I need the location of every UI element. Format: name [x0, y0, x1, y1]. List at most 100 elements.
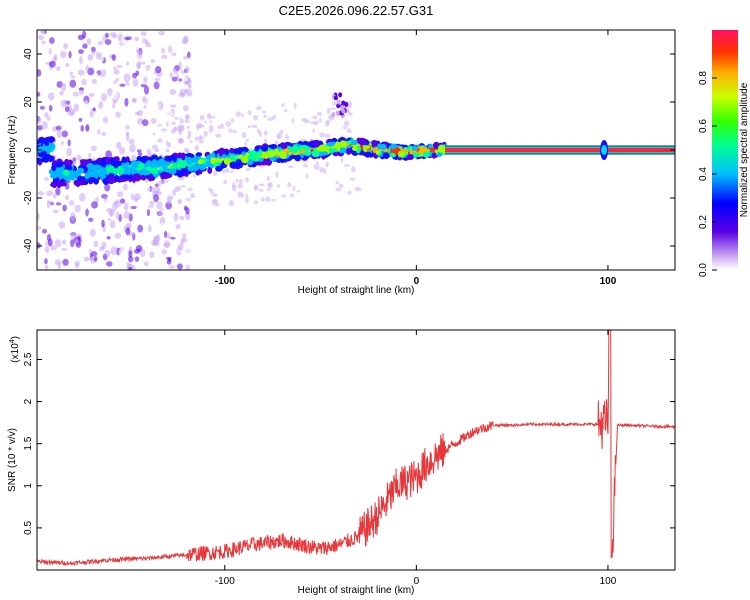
- spectrogram-speckle: [146, 148, 152, 155]
- spectrogram-ridge-cell: [312, 141, 320, 147]
- spectrogram-speckle: [89, 228, 96, 237]
- spectrogram-speckle: [189, 139, 193, 144]
- spectrogram-speckle: [163, 101, 170, 107]
- spectrogram-speckle: [76, 233, 82, 237]
- spectrogram-speckle: [167, 232, 171, 239]
- spectrogram-ridge-cell: [279, 151, 288, 160]
- spectrogram-speckle: [328, 115, 335, 121]
- spectrogram-speckle: [171, 52, 177, 57]
- spectrogram-speckle: [125, 67, 133, 76]
- spectrogram-speckle: [137, 152, 143, 157]
- spectrogram-ridge-cell: [388, 152, 397, 158]
- spectrogram-ridge-cell: [229, 161, 238, 169]
- spectrogram-speckle: [106, 236, 111, 240]
- spectrogram-speckle: [165, 180, 169, 184]
- spectrogram-patch: [340, 104, 345, 110]
- spectrogram-speckle: [159, 217, 166, 226]
- spectrogram-ridge-cell: [229, 147, 234, 154]
- spectrogram-speckle: [124, 97, 129, 107]
- spectrogram-ridge-cell: [246, 159, 254, 166]
- spectrogram-speckle: [126, 113, 131, 118]
- spectrogram-ridge-cell: [433, 141, 440, 150]
- spectrogram-speckle: [65, 62, 70, 67]
- spectrogram-speckle: [132, 72, 137, 79]
- spectrogram-speckle: [342, 126, 348, 130]
- spectrogram-speckle: [177, 186, 182, 191]
- spectrogram-speckle: [68, 50, 72, 59]
- snr-series-line: [37, 330, 675, 567]
- spectrogram-speckle: [292, 185, 296, 192]
- spectrogram-speckle: [46, 190, 53, 197]
- spectrogram-speckle: [281, 103, 285, 108]
- spectrogram-speckle: [133, 137, 139, 146]
- spectrogram-speckle: [185, 265, 191, 270]
- spectrogram-speckle: [175, 202, 179, 208]
- spectrogram-ridge-cell: [260, 145, 269, 152]
- spectrogram-speckle: [108, 67, 113, 72]
- spectrogram-speckle: [173, 212, 179, 222]
- spectrogram-speckle: [326, 107, 331, 115]
- spectrogram-speckle: [107, 87, 113, 97]
- spectrogram-speckle: [134, 197, 138, 203]
- spectrogram-ridge-cell: [291, 145, 299, 153]
- spectrogram-speckle: [55, 187, 61, 196]
- spectrogram-speckle: [53, 193, 57, 199]
- spectrogram-ridge-cell: [339, 140, 346, 148]
- spectrogram-speckle: [184, 118, 190, 124]
- spectrogram-ridge-cell: [280, 142, 288, 150]
- spectrogram-speckle: [319, 167, 325, 173]
- spectrogram-ridge-cell: [73, 179, 78, 186]
- spectrogram-speckle: [296, 190, 301, 193]
- spectrogram-speckle: [40, 48, 45, 52]
- spectrogram-speckle: [187, 135, 191, 140]
- spectrogram-speckle: [104, 32, 109, 38]
- spectrogram-speckle: [149, 200, 155, 206]
- spectrogram-speckle: [81, 222, 87, 228]
- spectrogram-speckle: [231, 184, 237, 192]
- spectrogram-speckle: [95, 72, 99, 81]
- spectrogram-speckle: [37, 116, 42, 124]
- spectrogram-ridge-cell: [232, 148, 241, 155]
- spectrogram-speckle: [228, 128, 233, 133]
- spectrogram-ytick-label: 20: [23, 96, 34, 108]
- spectrogram-xtick-label: 100: [600, 276, 617, 287]
- spectrogram-speckle: [146, 209, 150, 217]
- spectrogram-speckle: [326, 119, 331, 123]
- spectrogram-speckle: [156, 201, 163, 210]
- spectrogram-ridge-cell: [205, 160, 211, 168]
- spectrogram-speckle: [213, 170, 218, 177]
- colorbar-tick-label: 0.2: [698, 215, 709, 229]
- spectrogram-speckle: [102, 35, 107, 42]
- spectrogram-ridge-cell: [149, 160, 156, 169]
- spectrogram-speckle: [210, 115, 216, 119]
- spectrogram-speckle: [235, 178, 239, 183]
- spectrogram-speckle: [238, 178, 243, 184]
- spectrogram-speckle: [107, 217, 111, 222]
- spectrogram-speckle: [266, 175, 270, 181]
- spectrogram-speckle: [74, 260, 80, 267]
- spectrogram-speckle: [60, 140, 64, 145]
- spectrogram-speckle: [323, 167, 327, 174]
- spectrogram-speckle: [349, 177, 356, 181]
- spectrogram-speckle: [105, 150, 113, 159]
- spectrogram-speckle: [78, 117, 83, 122]
- spectrogram-speckle: [331, 101, 337, 106]
- spectrogram-speckle: [186, 89, 193, 97]
- spectrogram-speckle: [116, 263, 121, 270]
- spectrogram-speckle: [350, 166, 356, 173]
- spectrogram-speckle: [50, 245, 57, 251]
- spectrogram-patch: [338, 92, 343, 98]
- spectrogram-speckle: [69, 79, 77, 88]
- spectrogram-ridge-cell: [176, 169, 183, 176]
- spectrogram-speckle: [287, 182, 292, 188]
- spectrogram-speckle: [161, 249, 168, 255]
- spectrogram-speckle: [37, 212, 41, 221]
- snr-ytick-label: 2.5: [23, 352, 34, 366]
- spectrogram-speckle: [128, 250, 133, 258]
- spectrogram-speckle: [131, 98, 137, 103]
- spectrogram-speckle: [41, 40, 46, 45]
- spectrogram-speckle: [266, 187, 271, 192]
- spectrogram-speckle: [240, 192, 244, 198]
- spectrogram-speckle: [48, 48, 52, 55]
- spectrogram-speckle: [44, 258, 48, 265]
